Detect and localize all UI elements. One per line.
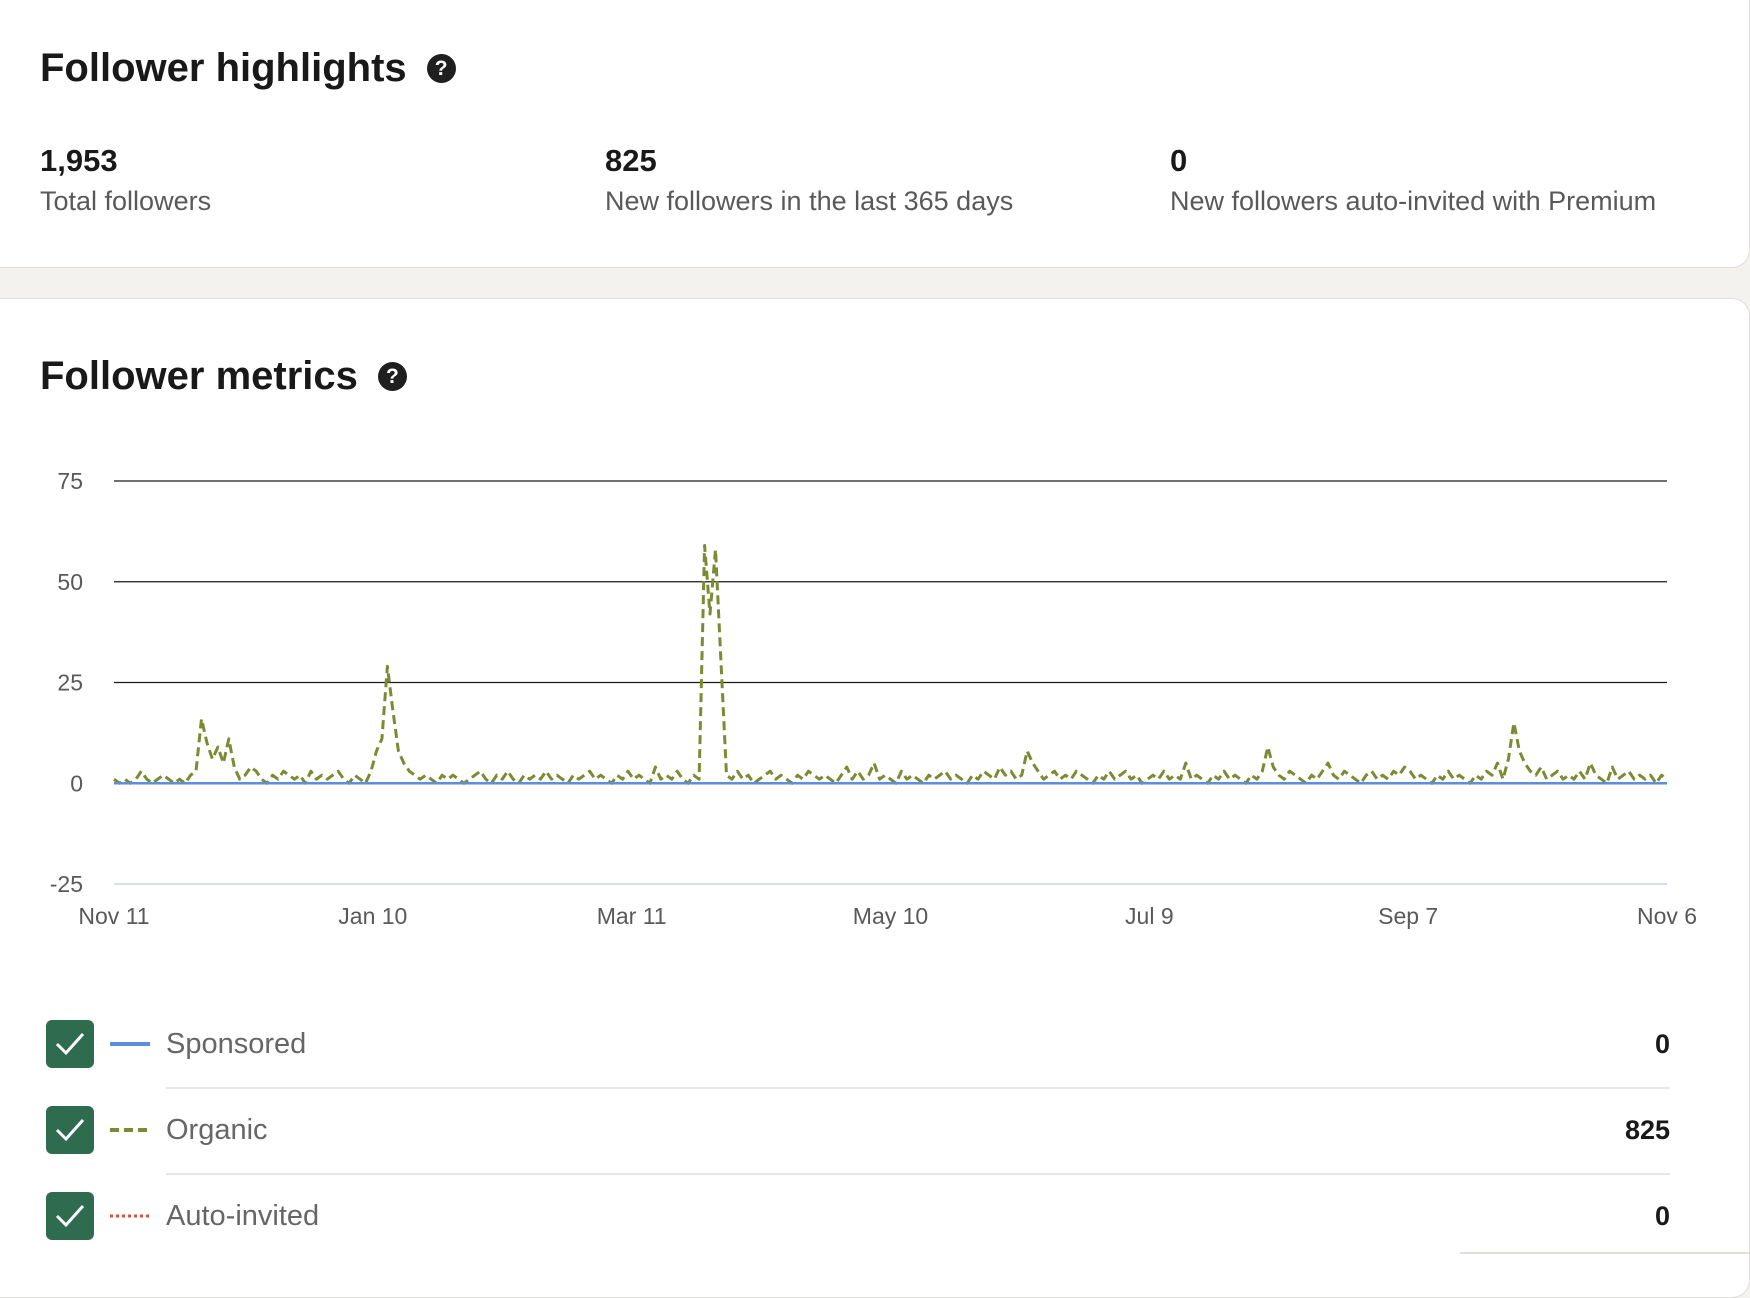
legend-item-auto-invited: Auto-invited 0: [46, 1192, 1670, 1240]
legend-label: Sponsored: [166, 1028, 306, 1061]
sponsored-line-swatch: [110, 1042, 150, 1046]
legend-divider: [166, 1087, 1670, 1089]
x-tick-label: Jul 9: [1125, 903, 1174, 929]
legend-value: 0: [1655, 1201, 1670, 1232]
legend-item-organic: Organic 825: [46, 1106, 1670, 1154]
check-icon: [55, 1030, 85, 1058]
auto-invited-checkbox[interactable]: [46, 1192, 94, 1240]
organic-line-swatch: [110, 1128, 150, 1132]
check-icon: [55, 1202, 85, 1230]
x-tick-label: Nov 11: [78, 903, 149, 929]
legend-divider: [166, 1173, 1670, 1175]
y-tick-label: 50: [57, 569, 83, 595]
legend-value: 0: [1655, 1029, 1670, 1060]
legend-label: Auto-invited: [166, 1200, 319, 1233]
y-tick-label: 0: [70, 770, 83, 796]
auto-invited-line-swatch: [110, 1214, 150, 1218]
legend-item-sponsored: Sponsored 0: [46, 1020, 1670, 1068]
legend-label: Organic: [166, 1114, 268, 1147]
x-tick-label: Jan 10: [338, 903, 407, 929]
card-edge: [1460, 1252, 1750, 1254]
y-tick-label: -25: [50, 871, 83, 897]
x-tick-label: Sep 7: [1378, 903, 1438, 929]
x-axis-ticks: Nov 11 Jan 10 Mar 11 May 10 Jul 9 Sep 7 Nov 6: [78, 903, 1697, 929]
legend-value: 825: [1625, 1115, 1670, 1146]
y-tick-label: 75: [57, 468, 83, 494]
sponsored-checkbox[interactable]: [46, 1020, 94, 1068]
x-tick-label: Mar 11: [597, 903, 667, 929]
y-axis-ticks: 75 50 25 0 -25: [50, 468, 83, 897]
check-icon: [55, 1116, 85, 1144]
x-tick-label: May 10: [853, 903, 928, 929]
grid-lines: [114, 481, 1667, 884]
y-tick-label: 25: [57, 670, 83, 696]
x-tick-label: Nov 6: [1637, 903, 1697, 929]
follower-metrics-chart: 75 50 25 0 -25 Nov 11 Jan 10 Mar 11 May 10 Jul 9…: [0, 0, 1750, 960]
organic-checkbox[interactable]: [46, 1106, 94, 1154]
